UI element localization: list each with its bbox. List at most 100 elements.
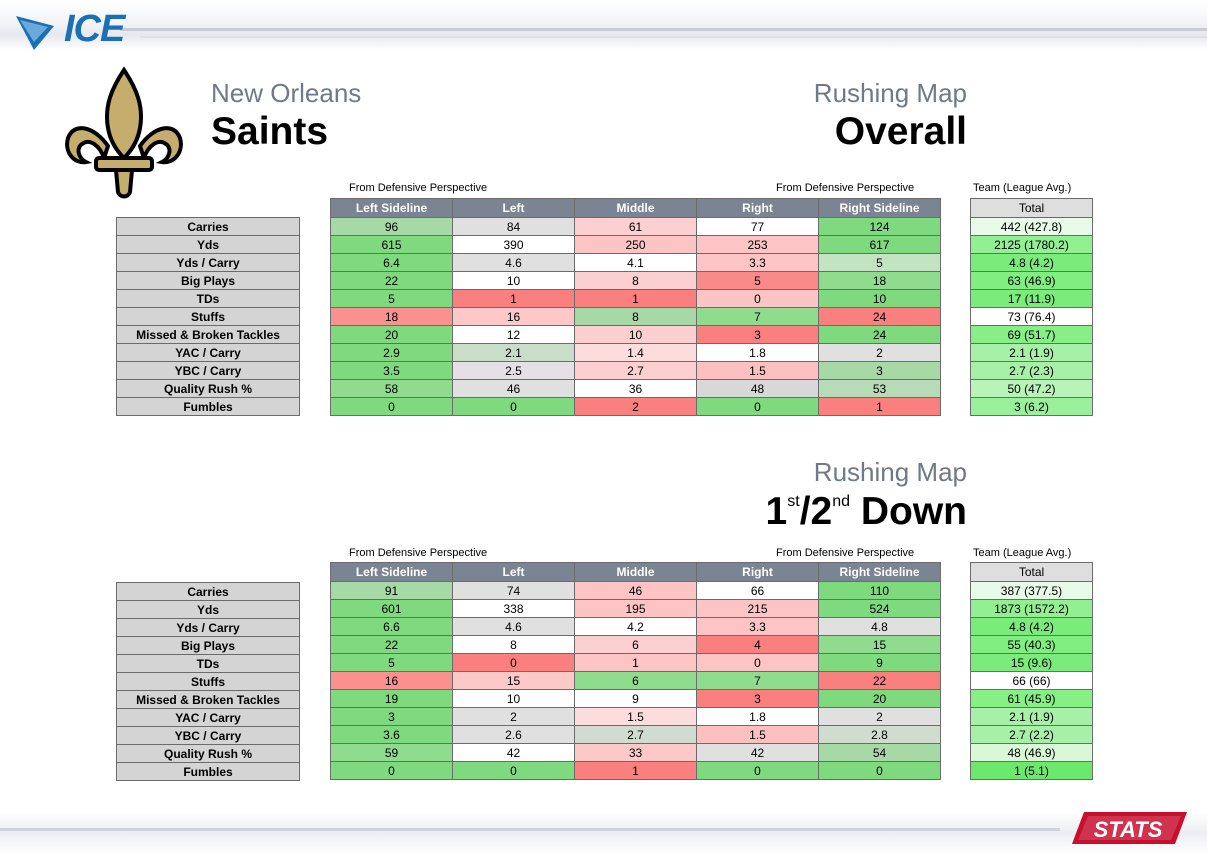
- table-cell: 1: [574, 761, 697, 780]
- table-cell: 4.8: [818, 617, 941, 636]
- row-label: YAC / Carry: [116, 708, 300, 727]
- total-cell: 4.8 (4.2): [970, 617, 1093, 636]
- table-cell: 20: [330, 325, 453, 344]
- total-cell: 50 (47.2): [970, 379, 1093, 398]
- table-cell: 48: [696, 379, 819, 398]
- total-cell: 55 (40.3): [970, 635, 1093, 654]
- ice-logo: ICE: [14, 6, 164, 52]
- row-labels-overall: Carries Yds Yds / Carry Big Plays TDs Stuffs M…: [116, 217, 300, 416]
- table-cell: 2.6: [452, 725, 575, 744]
- table-cell: 0: [330, 761, 453, 780]
- table-cell: 8: [574, 271, 697, 290]
- total-cell: 15 (9.6): [970, 653, 1093, 672]
- row-label: Stuffs: [116, 672, 300, 691]
- table-cell: 91: [330, 581, 453, 600]
- table-cell: 338: [452, 599, 575, 618]
- row-label: Missed & Broken Tackles: [116, 325, 300, 344]
- table-cell: 2.1: [452, 343, 575, 362]
- table-cell: 46: [574, 581, 697, 600]
- perspective-right-label: From Defensive Perspective: [776, 182, 915, 194]
- table-cell: 0: [696, 397, 819, 416]
- table-cell: 15: [818, 635, 941, 654]
- table-cell: 617: [818, 235, 941, 254]
- table-cell: 6: [574, 671, 697, 690]
- column-header: Right Sideline: [818, 562, 941, 582]
- table-cell: 124: [818, 217, 941, 236]
- table-row: 6.6 4.6 4.2 3.3 4.8: [330, 617, 941, 636]
- table-cell: 5: [696, 271, 819, 290]
- overall-table: Left Sideline Left Middle Right Right Sideli…: [330, 198, 941, 416]
- table-cell: 1: [452, 289, 575, 308]
- total-cell: 2.7 (2.2): [970, 725, 1093, 744]
- table-row: 3.5 2.5 2.7 1.5 3: [330, 361, 941, 380]
- table-cell: 1.8: [696, 707, 819, 726]
- table-cell: 1.4: [574, 343, 697, 362]
- table-cell: 601: [330, 599, 453, 618]
- table-cell: 12: [452, 325, 575, 344]
- total-cell: 66 (66): [970, 671, 1093, 690]
- row-label: Yds: [116, 600, 300, 619]
- table-cell: 9: [574, 689, 697, 708]
- total-cell: 69 (51.7): [970, 325, 1093, 344]
- row-label: Yds / Carry: [116, 618, 300, 637]
- total-header: Total: [970, 562, 1093, 582]
- column-header: Right: [696, 562, 819, 582]
- table-cell: 24: [818, 307, 941, 326]
- row-label: Fumbles: [116, 397, 300, 416]
- table-cell: 18: [330, 307, 453, 326]
- table-cell: 10: [574, 325, 697, 344]
- column-header: Middle: [574, 198, 697, 218]
- table-row: 6.4 4.6 4.1 3.3 5: [330, 253, 941, 272]
- table-row: 615 390 250 253 617: [330, 235, 941, 254]
- table-cell: 84: [452, 217, 575, 236]
- table-cell: 9: [818, 653, 941, 672]
- table-cell: 18: [818, 271, 941, 290]
- table-cell: 0: [696, 761, 819, 780]
- banner-line: [140, 36, 1207, 38]
- table-cell: 3: [330, 707, 453, 726]
- table-cell: 8: [452, 635, 575, 654]
- table-cell: 0: [696, 289, 819, 308]
- table-cell: 53: [818, 379, 941, 398]
- total-cell: 2125 (1780.2): [970, 235, 1093, 254]
- table-row: 22 8 6 4 15: [330, 635, 941, 654]
- table-cell: 0: [330, 397, 453, 416]
- table-cell: 4.1: [574, 253, 697, 272]
- total-cell: 442 (427.8): [970, 217, 1093, 236]
- team-name: Saints: [211, 110, 329, 153]
- row-label: Yds / Carry: [116, 253, 300, 272]
- total-cell: 1 (5.1): [970, 761, 1093, 780]
- table-row: 22 10 8 5 18: [330, 271, 941, 290]
- table-cell: 4.2: [574, 617, 697, 636]
- row-label: Quality Rush %: [116, 379, 300, 398]
- table-cell: 0: [452, 653, 575, 672]
- first-second-table: Left Sideline Left Middle Right Right Sideli…: [330, 562, 941, 780]
- rushing-map-label: Rushing Map: [813, 78, 967, 108]
- total-cell: 4.8 (4.2): [970, 253, 1093, 272]
- banner-line: [120, 28, 1207, 31]
- table-cell: 1.8: [696, 343, 819, 362]
- table-cell: 2.7: [574, 725, 697, 744]
- table-cell: 6.6: [330, 617, 453, 636]
- table-cell: 16: [330, 671, 453, 690]
- table-cell: 215: [696, 599, 819, 618]
- table-row: 18 16 8 7 24: [330, 307, 941, 326]
- table-cell: 1.5: [696, 725, 819, 744]
- table-cell: 253: [696, 235, 819, 254]
- total-cell: 48 (46.9): [970, 743, 1093, 762]
- team-city: New Orleans: [211, 78, 362, 108]
- table-cell: 15: [452, 671, 575, 690]
- row-label: Fumbles: [116, 762, 300, 781]
- table-cell: 8: [574, 307, 697, 326]
- table-cell: 54: [818, 743, 941, 762]
- first-second-down-title: 1st/2nd Down: [765, 490, 967, 533]
- table-cell: 3.5: [330, 361, 453, 380]
- table-cell: 22: [330, 635, 453, 654]
- column-header: Left: [452, 562, 575, 582]
- table-cell: 2.7: [574, 361, 697, 380]
- row-label: Big Plays: [116, 636, 300, 655]
- table-row: 96 84 61 77 124: [330, 217, 941, 236]
- table-cell: 2: [574, 397, 697, 416]
- row-label: Carries: [116, 217, 300, 236]
